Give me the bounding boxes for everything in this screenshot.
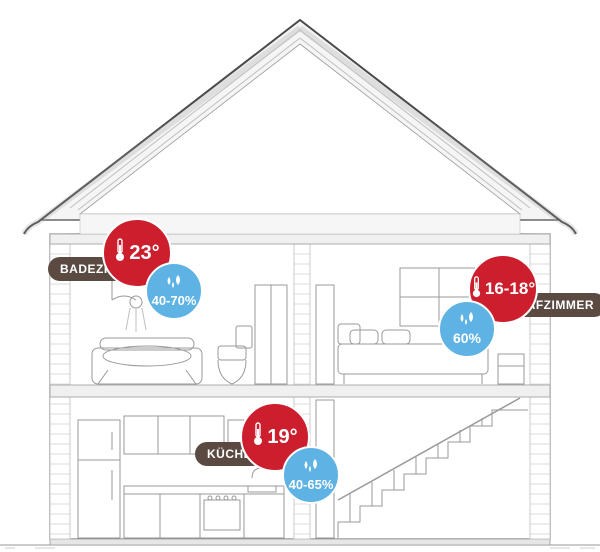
temperature-value: 23° <box>129 242 159 265</box>
humidity-icon <box>164 275 184 292</box>
house-cross-section-infographic: { "canvas": { "width": 600, "height": 55… <box>0 0 600 552</box>
humidity-value: 40-70% <box>152 293 197 308</box>
temperature-value: 16-18° <box>485 279 535 299</box>
thermometer-icon <box>252 422 264 452</box>
humidity-badge-kueche: 40-65% <box>282 446 340 504</box>
humidity-badge-schlafzimmer: 60% <box>438 300 496 358</box>
humidity-value: 60% <box>453 330 481 346</box>
thermometer-icon <box>471 276 482 303</box>
humidity-icon <box>457 312 477 329</box>
humidity-value: 40-65% <box>289 477 334 492</box>
thermometer-icon <box>114 238 126 268</box>
humidity-icon <box>301 459 321 476</box>
temperature-value: 19° <box>267 426 297 449</box>
humidity-badge-badezimmer: 40-70% <box>145 262 203 320</box>
